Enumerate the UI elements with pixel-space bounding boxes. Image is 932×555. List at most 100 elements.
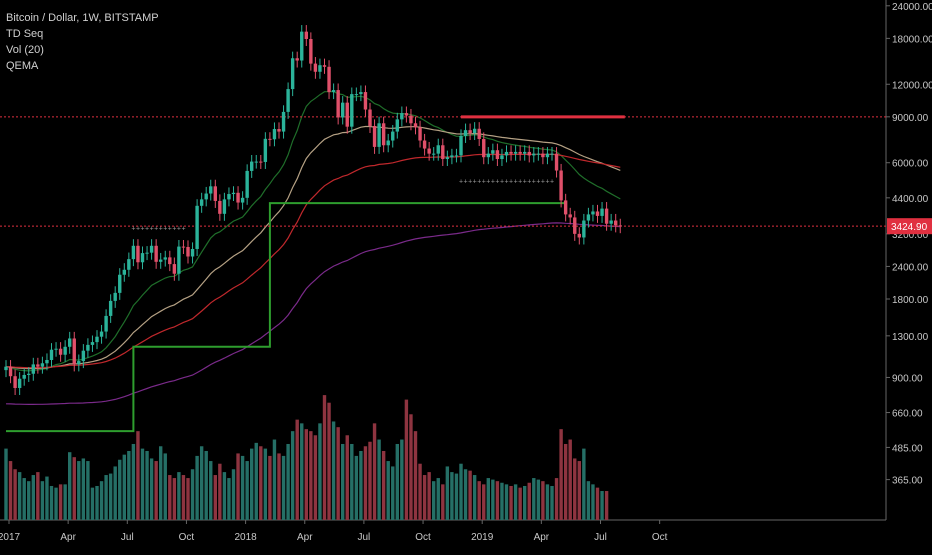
candle-body xyxy=(518,151,522,154)
indicator-td-seq[interactable]: TD Seq xyxy=(6,28,44,40)
volume-bar xyxy=(404,399,409,520)
volume-bar xyxy=(49,485,54,520)
volume-bar xyxy=(218,463,222,520)
candle-body xyxy=(17,378,22,388)
candle-body xyxy=(22,374,26,379)
candle-body xyxy=(495,150,500,160)
td-seq-mark: + xyxy=(500,178,504,185)
volume-bar xyxy=(190,469,195,520)
volume-bar xyxy=(17,472,22,520)
candle-body xyxy=(36,364,40,367)
volume-bar xyxy=(532,478,536,520)
volume-bar xyxy=(322,395,327,520)
candle-body xyxy=(172,264,177,274)
td-seq-mark: + xyxy=(473,178,477,185)
price-tick-label: 18000.00 xyxy=(892,34,932,45)
candle-body xyxy=(95,336,99,343)
volume-bar xyxy=(227,478,231,520)
candle-body xyxy=(432,153,436,155)
candle-body xyxy=(118,274,122,293)
candle-body xyxy=(450,155,454,158)
candle-body xyxy=(149,245,154,253)
candle-body xyxy=(372,125,377,147)
volume-bar xyxy=(268,455,272,520)
volume-bar xyxy=(63,484,67,520)
candle-body xyxy=(527,151,531,156)
volume-bar xyxy=(482,484,486,520)
candle-body xyxy=(231,192,236,195)
volume-bar xyxy=(86,461,90,520)
volume-bar xyxy=(350,443,354,520)
td-seq-mark: + xyxy=(181,225,185,232)
candle-body xyxy=(327,66,331,93)
candle-body xyxy=(72,338,76,365)
volume-bar xyxy=(354,455,359,520)
candle-body xyxy=(391,131,395,141)
candle-body xyxy=(204,193,208,200)
candle-body xyxy=(359,92,363,95)
td-seq-mark: + xyxy=(486,178,490,185)
candle-body xyxy=(318,65,322,72)
volume-bar xyxy=(145,450,149,520)
volume-bar xyxy=(413,431,418,520)
volume-bar xyxy=(236,453,240,520)
current-price-label-bg xyxy=(887,218,932,235)
volume-bar xyxy=(159,446,163,520)
candle-body xyxy=(304,31,308,39)
candle-body xyxy=(177,246,181,274)
candle-body xyxy=(163,257,167,260)
candle-body xyxy=(491,150,495,154)
volume-bar xyxy=(204,450,208,520)
volume-bar xyxy=(463,469,468,520)
td-seq-mark: + xyxy=(505,178,509,185)
volume-bar xyxy=(513,484,518,520)
td-seq-mark: + xyxy=(541,178,545,185)
volume-bar xyxy=(127,450,131,520)
candle-body xyxy=(218,200,222,214)
volume-bar xyxy=(372,423,377,520)
price-tick-label: 2400.00 xyxy=(892,262,929,273)
axis-labels-layer: 24000.00 18000.00 12000.00 9000.00 6000.00 44… xyxy=(0,2,932,543)
candle-body xyxy=(427,148,431,154)
volume-bar xyxy=(432,481,436,520)
indicator-qema[interactable]: QEMA xyxy=(6,60,39,72)
volume-bar xyxy=(99,481,104,520)
symbol-title[interactable]: Bitcoin / Dollar, 1W, BITSTAMP xyxy=(6,12,159,24)
candle-body xyxy=(336,90,340,118)
volume-bar xyxy=(341,443,345,520)
volume-bar xyxy=(277,453,281,520)
candle-body xyxy=(68,338,72,347)
td-seq-mark: + xyxy=(177,225,181,232)
price-tick-label: 24000.00 xyxy=(892,2,932,13)
candle-body xyxy=(504,151,509,156)
candle-body xyxy=(49,349,54,361)
volume-bar xyxy=(336,427,340,520)
volume-bar xyxy=(231,469,236,520)
td-seq-mark: + xyxy=(159,225,163,232)
indicator-volume[interactable]: Vol (20) xyxy=(6,44,44,56)
chart-legend: Bitcoin / Dollar, 1W, BITSTAMP TD Seq Vo… xyxy=(6,10,159,74)
volume-bar xyxy=(286,443,290,520)
candle-body xyxy=(568,214,572,218)
volume-layer xyxy=(4,395,609,520)
candle-body xyxy=(104,315,108,332)
td-seq-mark: + xyxy=(527,178,531,185)
candle-body xyxy=(63,346,67,355)
td-seq-mark: + xyxy=(150,225,154,232)
candle-body xyxy=(27,373,31,375)
td-seq-mark: + xyxy=(141,225,145,232)
time-tick-label: 2018 xyxy=(234,532,257,543)
volume-bar xyxy=(595,487,600,520)
td-seq-mark: + xyxy=(545,178,549,185)
candle-body xyxy=(31,364,35,374)
candle-body xyxy=(4,366,8,371)
candle-body xyxy=(108,300,113,316)
volume-bar xyxy=(318,423,322,520)
candle-body xyxy=(573,217,577,234)
candle-body xyxy=(513,151,518,154)
candle-body xyxy=(413,123,418,128)
time-tick-label: Oct xyxy=(652,532,668,543)
volume-bar xyxy=(108,473,113,520)
